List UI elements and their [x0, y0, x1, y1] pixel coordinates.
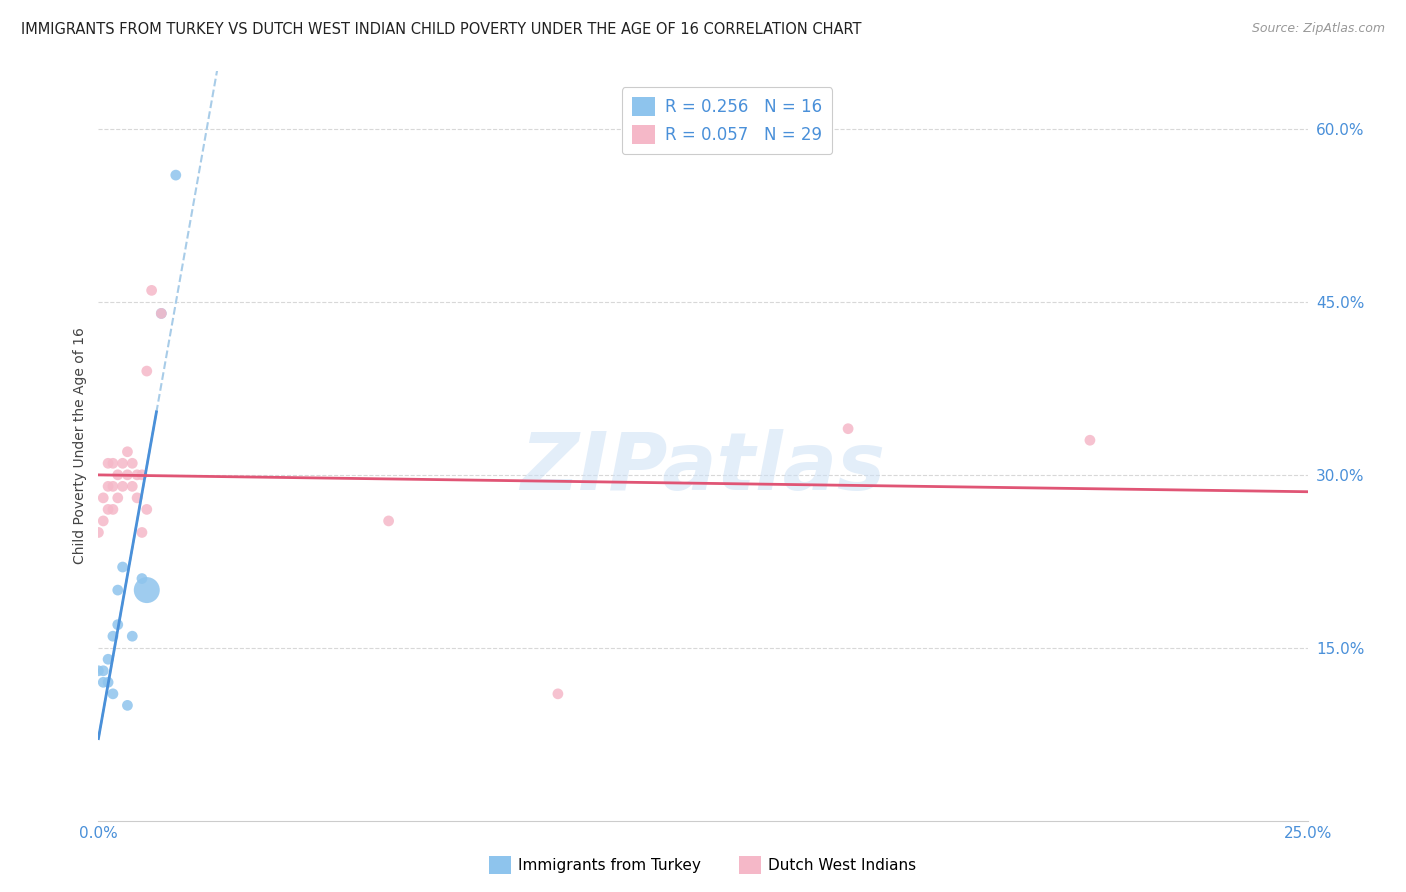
- Point: [101, 687, 124, 701]
- Point: [87, 664, 110, 678]
- Point: [111, 479, 134, 493]
- Point: [150, 306, 173, 320]
- Point: [97, 502, 120, 516]
- Point: [547, 687, 569, 701]
- Text: ZIPatlas: ZIPatlas: [520, 429, 886, 508]
- Point: [111, 560, 134, 574]
- Point: [131, 572, 153, 586]
- Point: [97, 675, 120, 690]
- Point: [111, 456, 134, 470]
- Point: [107, 467, 129, 482]
- Point: [97, 456, 120, 470]
- Point: [101, 502, 124, 516]
- Point: [837, 422, 859, 436]
- Point: [135, 502, 157, 516]
- Point: [121, 629, 143, 643]
- Point: [141, 284, 163, 298]
- Point: [131, 467, 153, 482]
- Point: [165, 168, 187, 182]
- Point: [91, 491, 114, 505]
- Point: [1078, 434, 1101, 448]
- Text: Source: ZipAtlas.com: Source: ZipAtlas.com: [1251, 22, 1385, 36]
- Point: [91, 664, 114, 678]
- Point: [377, 514, 399, 528]
- Point: [121, 456, 143, 470]
- Point: [127, 467, 149, 482]
- Text: IMMIGRANTS FROM TURKEY VS DUTCH WEST INDIAN CHILD POVERTY UNDER THE AGE OF 16 CO: IMMIGRANTS FROM TURKEY VS DUTCH WEST IND…: [21, 22, 862, 37]
- Point: [97, 652, 120, 666]
- Point: [150, 306, 173, 320]
- Point: [121, 479, 143, 493]
- Point: [131, 525, 153, 540]
- Point: [91, 514, 114, 528]
- Point: [135, 583, 157, 598]
- Point: [127, 491, 149, 505]
- Point: [101, 629, 124, 643]
- Point: [87, 525, 110, 540]
- Point: [135, 364, 157, 378]
- Point: [117, 444, 139, 458]
- Point: [117, 698, 139, 713]
- Y-axis label: Child Poverty Under the Age of 16: Child Poverty Under the Age of 16: [73, 327, 87, 565]
- Point: [117, 467, 139, 482]
- Point: [107, 491, 129, 505]
- Point: [101, 456, 124, 470]
- Point: [107, 583, 129, 598]
- Point: [107, 617, 129, 632]
- Point: [91, 675, 114, 690]
- Legend: Immigrants from Turkey, Dutch West Indians: Immigrants from Turkey, Dutch West India…: [484, 850, 922, 880]
- Legend: R = 0.256   N = 16, R = 0.057   N = 29: R = 0.256 N = 16, R = 0.057 N = 29: [621, 87, 832, 154]
- Point: [97, 479, 120, 493]
- Point: [101, 479, 124, 493]
